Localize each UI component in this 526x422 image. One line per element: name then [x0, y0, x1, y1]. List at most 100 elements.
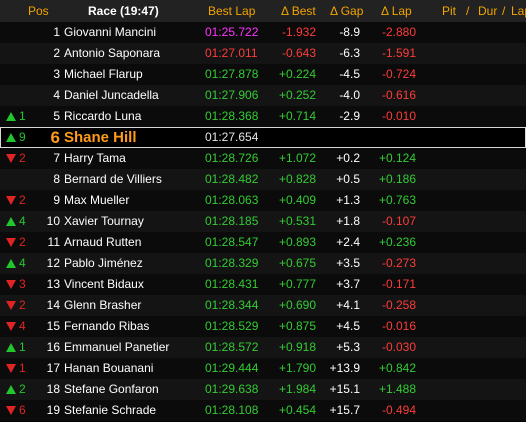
- arrow-down-icon: [6, 196, 16, 206]
- positions-changed: 2: [19, 382, 26, 396]
- best-lap-time: 01:28.572: [205, 340, 259, 354]
- position: 18: [46, 382, 60, 396]
- delta-gap: -8.9: [339, 25, 360, 39]
- delta-best: +0.454: [278, 403, 316, 417]
- driver-name: Bernard de Villiers: [64, 172, 162, 186]
- best-lap-time: 01:27.654: [205, 130, 259, 144]
- table-row[interactable]: 4 Daniel Juncadella 01:27.906 +0.252 -4.0 -0.…: [0, 85, 526, 106]
- best-lap-time: 01:28.529: [205, 319, 259, 333]
- position: 2: [53, 46, 60, 60]
- header-lap[interactable]: Lap: [511, 4, 526, 18]
- best-lap-time: 01:28.431: [205, 277, 259, 291]
- positions-changed: 1: [19, 361, 26, 375]
- delta-gap: +15.1: [329, 382, 360, 396]
- delta-best: +1.984: [278, 382, 316, 396]
- header-pit[interactable]: Pit: [442, 4, 457, 18]
- delta-gap: +2.4: [336, 235, 360, 249]
- positions-changed: 2: [19, 151, 26, 165]
- header-best-lap[interactable]: Best Lap: [208, 4, 256, 18]
- table-row[interactable]: 4 10 Xavier Tournay 01:28.185 +0.531 +1.8 -0.1…: [0, 211, 526, 232]
- positions-changed: 9: [19, 130, 26, 144]
- table-row[interactable]: 1 16 Emmanuel Panetier 01:28.572 +0.918 +5.3 -…: [0, 337, 526, 358]
- arrow-down-icon: [6, 322, 16, 332]
- delta-lap: +0.763: [378, 193, 416, 207]
- delta-best: -0.643: [281, 46, 316, 60]
- position: 15: [46, 319, 60, 333]
- position: 5: [53, 109, 60, 123]
- position-change-arrow-cell: [6, 295, 16, 316]
- arrow-down-icon: [6, 238, 16, 248]
- table-row[interactable]: 1 Giovanni Mancini 01:25.722 -1.932 -8.9 -2.8…: [0, 22, 526, 43]
- arrow-up-icon: [6, 217, 16, 227]
- driver-name: Fernando Ribas: [64, 319, 150, 333]
- header-delta-gap[interactable]: Δ Gap: [330, 4, 364, 18]
- driver-name: Shane Hill: [64, 129, 137, 146]
- positions-changed: 2: [19, 193, 26, 207]
- best-lap-time: 01:28.329: [205, 256, 259, 270]
- table-header: Pos Race (19:47) Best Lap Δ Best Δ Gap Δ…: [0, 0, 526, 22]
- position-change-arrow-cell: [6, 400, 16, 421]
- header-race-title: Race (19:47): [88, 4, 159, 18]
- driver-name: Stefane Gonfaron: [64, 382, 159, 396]
- delta-best: -1.932: [281, 25, 316, 39]
- table-row[interactable]: 2 11 Arnaud Rutten 01:28.547 +0.893 +2.4 +0.23…: [0, 232, 526, 253]
- delta-best: +0.893: [278, 235, 316, 249]
- header-sep-1: /: [466, 4, 470, 18]
- delta-lap: -0.258: [381, 298, 416, 312]
- position: 11: [47, 235, 60, 249]
- arrow-up-icon: [6, 343, 16, 353]
- position: 9: [53, 193, 60, 207]
- table-row-selected[interactable]: 9 6 Shane Hill 01:27.654: [0, 127, 526, 148]
- driver-name: Hanan Bouanani: [64, 361, 154, 375]
- position-change-arrow-cell: [6, 211, 16, 232]
- delta-lap: -0.016: [381, 319, 416, 333]
- delta-gap: +3.5: [336, 256, 360, 270]
- header-delta-lap[interactable]: Δ Lap: [381, 4, 412, 18]
- driver-name: Harry Tama: [64, 151, 126, 165]
- delta-gap: +3.7: [336, 277, 360, 291]
- table-row[interactable]: 2 9 Max Mueller 01:28.063 +0.409 +1.3 +0.763: [0, 190, 526, 211]
- table-row[interactable]: 2 14 Glenn Brasher 01:28.344 +0.690 +4.1 -0.25…: [0, 295, 526, 316]
- driver-name: Xavier Tournay: [64, 214, 144, 228]
- delta-best: +0.714: [278, 109, 316, 123]
- arrow-down-icon: [6, 154, 16, 164]
- delta-lap: -0.171: [381, 277, 416, 291]
- delta-gap: +15.7: [329, 403, 360, 417]
- best-lap-time: 01:28.547: [205, 235, 259, 249]
- table-row[interactable]: 4 12 Pablo Jiménez 01:28.329 +0.675 +3.5 -0.27…: [0, 253, 526, 274]
- table-row[interactable]: 2 7 Harry Tama 01:28.726 +1.072 +0.2 +0.124: [0, 148, 526, 169]
- positions-changed: 2: [19, 298, 26, 312]
- delta-gap: -2.9: [339, 109, 360, 123]
- table-row[interactable]: 6 19 Stefanie Schrade 01:28.108 +0.454 +15.7 -…: [0, 400, 526, 421]
- delta-best: +1.790: [278, 361, 316, 375]
- best-lap-time: 01:27.011: [205, 46, 258, 60]
- position: 19: [46, 403, 60, 417]
- delta-best: +0.531: [278, 214, 316, 228]
- best-lap-time: 01:28.726: [205, 151, 259, 165]
- position-change-arrow-cell: [6, 127, 16, 148]
- delta-gap: +0.5: [336, 172, 360, 186]
- table-row[interactable]: 3 Michael Flarup 01:27.878 +0.224 -4.5 -0.724: [0, 64, 526, 85]
- position: 16: [46, 340, 60, 354]
- table-row[interactable]: 2 18 Stefane Gonfaron 01:29.638 +1.984 +15.1 +…: [0, 379, 526, 400]
- header-delta-best[interactable]: Δ Best: [281, 4, 316, 18]
- header-pos[interactable]: Pos: [28, 4, 49, 18]
- table-row[interactable]: 8 Bernard de Villiers 01:28.482 +0.828 +0.5 +…: [0, 169, 526, 190]
- table-row[interactable]: 3 13 Vincent Bidaux 01:28.431 +0.777 +3.7 -0.1…: [0, 274, 526, 295]
- positions-changed: 1: [19, 109, 26, 123]
- driver-name: Giovanni Mancini: [64, 25, 157, 39]
- table-row[interactable]: 1 17 Hanan Bouanani 01:29.444 +1.790 +13.9 +0.…: [0, 358, 526, 379]
- position-change-arrow-cell: [6, 148, 16, 169]
- position: 13: [46, 277, 60, 291]
- table-row[interactable]: 4 15 Fernando Ribas 01:28.529 +0.875 +4.5 -0.0…: [0, 316, 526, 337]
- delta-lap: -1.591: [381, 46, 416, 60]
- delta-best: +0.918: [278, 340, 316, 354]
- best-lap-time: 01:27.878: [205, 67, 259, 81]
- delta-lap: -0.273: [381, 256, 416, 270]
- table-row[interactable]: 2 Antonio Saponara 01:27.011 -0.643 -6.3 -1.5…: [0, 43, 526, 64]
- best-lap-time: 01:28.368: [205, 109, 259, 123]
- table-row[interactable]: 1 5 Riccardo Luna 01:28.368 +0.714 -2.9 -0.010: [0, 106, 526, 127]
- position-change-arrow-cell: [6, 106, 16, 127]
- header-dur[interactable]: Dur: [478, 4, 498, 18]
- delta-gap: +0.2: [336, 151, 360, 165]
